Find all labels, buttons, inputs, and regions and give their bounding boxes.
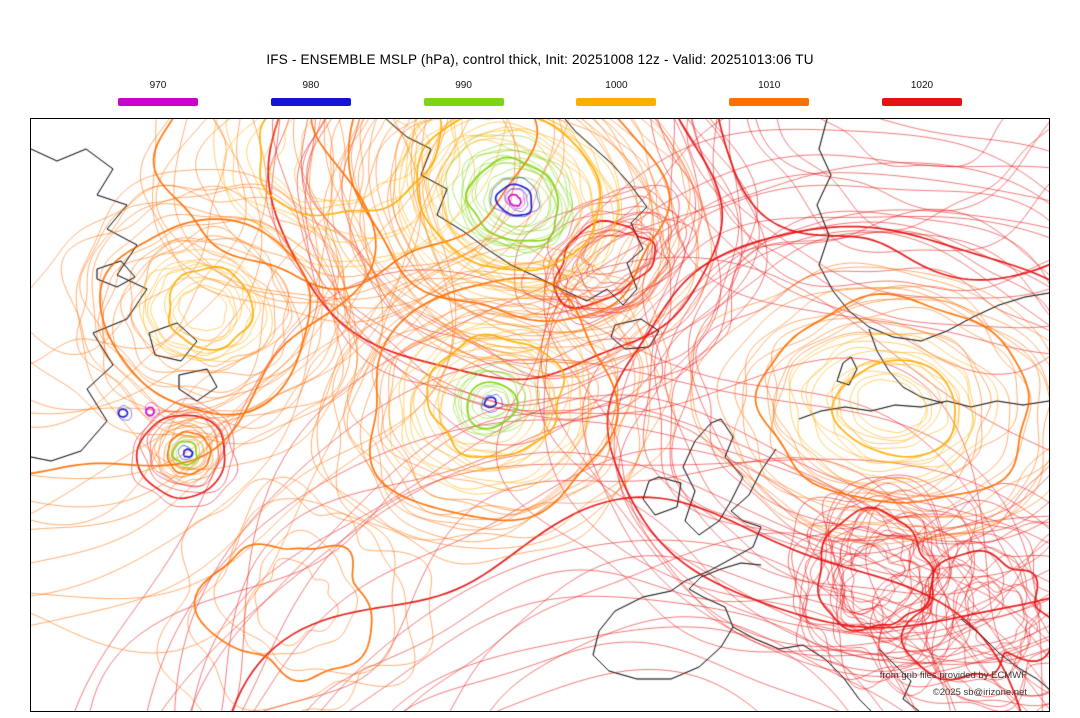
legend-color-bar xyxy=(576,98,657,106)
legend-item-980: 980 xyxy=(270,80,351,106)
attribution: from grib files provided by ECMWF ©2025 … xyxy=(880,667,1027,701)
legend-color-bar xyxy=(423,98,504,106)
legend-item-1020: 1020 xyxy=(881,80,962,106)
legend-color-bar xyxy=(729,98,810,106)
legend-label: 1010 xyxy=(758,80,781,91)
ensemble-contour-canvas xyxy=(31,119,1049,711)
legend-item-1000: 1000 xyxy=(576,80,657,106)
chart-title: IFS - ENSEMBLE MSLP (hPa), control thick… xyxy=(266,52,814,67)
legend-label: 980 xyxy=(302,80,320,91)
legend-color-bar xyxy=(881,98,962,106)
attribution-line2: ©2025 sb@irizone.net xyxy=(932,686,1027,698)
pressure-legend: 970 980 990 1000 1010 1020 xyxy=(118,80,962,106)
legend-item-990: 990 xyxy=(423,80,504,106)
legend-item-970: 970 xyxy=(118,80,198,106)
legend-label: 970 xyxy=(149,80,167,91)
attribution-line1: from grib files provided by ECMWF xyxy=(879,669,1027,681)
legend-color-bar xyxy=(270,98,351,106)
map-frame: from grib files provided by ECMWF ©2025 … xyxy=(30,118,1050,712)
legend-label: 1000 xyxy=(605,80,628,91)
legend-item-1010: 1010 xyxy=(729,80,810,106)
legend-label: 1020 xyxy=(910,80,934,91)
legend-color-bar xyxy=(118,98,198,106)
legend-label: 990 xyxy=(455,80,472,91)
